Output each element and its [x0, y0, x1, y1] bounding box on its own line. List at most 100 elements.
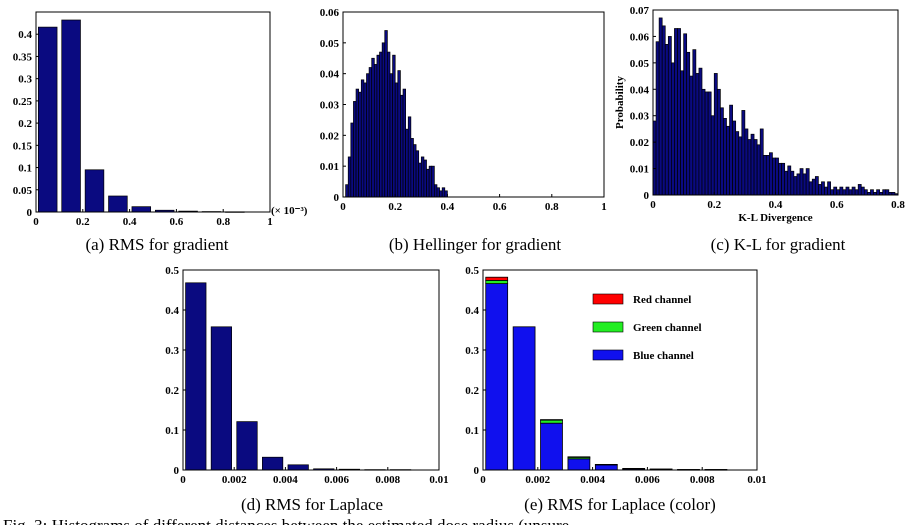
bar-c-75: [882, 189, 887, 196]
bar-b-10: [371, 57, 375, 198]
bar-e-0-2: [540, 422, 563, 471]
bar-b-14: [381, 42, 386, 198]
ytick-label-e-1: 0.1: [465, 425, 479, 437]
bar-c-43: [784, 170, 789, 196]
bar-c-54: [818, 184, 822, 196]
subfigure-caption-a: (a) RMS for gradient: [85, 235, 228, 254]
bar-c-19: [710, 115, 715, 196]
ytick-label-e-2: 0.2: [465, 385, 479, 397]
bar-c-57: [827, 181, 831, 196]
ytick-label-b-4: 0.04: [320, 69, 340, 81]
xtick-label-d-1: 0.002: [222, 474, 247, 486]
xtick-label-e-3: 0.006: [635, 474, 660, 486]
xtick-label-e-4: 0.008: [690, 474, 715, 486]
bar-d-1: [210, 326, 232, 471]
xtick-label-a-1: 0.2: [76, 216, 90, 228]
ytick-label-b-5: 0.05: [320, 38, 340, 50]
bar-c-61: [839, 186, 844, 196]
bar-b-23: [405, 128, 409, 198]
bar-c-17: [704, 91, 709, 196]
ytick-label-a-2: 0.1: [18, 163, 32, 175]
bar-b-30: [423, 159, 427, 198]
bar-b-28: [418, 162, 422, 198]
bar-e-0-3: [567, 458, 591, 471]
ytick-label-c-7: 0.07: [630, 5, 650, 17]
bar-c-25: [729, 104, 733, 196]
bar-e-2-0: [485, 276, 509, 281]
ytick-label-b-1: 0.01: [320, 161, 339, 173]
bar-c-2: [658, 17, 663, 196]
ytick-label-d-4: 0.4: [165, 305, 179, 317]
ytick-label-e-5: 0.5: [465, 265, 479, 277]
bar-b-5: [358, 91, 362, 198]
chart-d: 0 0.002 0.004 0.006 0.008 0.01 0 0.1 0.2 0.3 0.4 0.…: [165, 265, 448, 514]
ytick-label-a-8: 0.4: [18, 29, 32, 41]
chart-b: 0 0.2 0.4 0.6 0.8 1 0 0.01 0.02 0.03 0.04 0.05 0.06 (…: [320, 7, 607, 254]
xtick-label-b-2: 0.4: [441, 201, 455, 213]
legend-label-0: Red channel: [633, 294, 691, 306]
bar-c-26: [732, 120, 737, 196]
bar-b-15: [384, 30, 388, 198]
bar-b-20: [397, 70, 401, 198]
bar-c-28: [738, 136, 743, 196]
bar-e-2-2: [540, 419, 563, 421]
bar-a-2: [84, 169, 105, 213]
bar-b-36: [439, 190, 443, 198]
bar-b-12: [376, 54, 380, 198]
bar-c-22: [720, 107, 724, 196]
bar-b-25: [410, 138, 414, 198]
bar-d-4: [287, 464, 309, 471]
bar-b-8: [366, 73, 370, 198]
bar-b-35: [436, 187, 440, 198]
bar-b-27: [415, 150, 420, 198]
bar-c-55: [821, 181, 825, 196]
xtick-label-b-4: 0.8: [545, 201, 559, 213]
bar-c-33: [753, 139, 758, 196]
xtick-label-a-5: 1: [267, 216, 273, 228]
bar-c-47: [796, 173, 801, 196]
bar-c-45: [790, 170, 795, 196]
bar-b-29: [420, 156, 425, 198]
bar-d-3: [262, 456, 284, 471]
xtick-label-d-0: 0: [180, 474, 186, 486]
x-exponent-label-a: (× 10⁻³): [271, 205, 308, 217]
bar-c-10: [683, 33, 688, 196]
legend-swatch-2: [592, 349, 624, 361]
ytick-label-c-0: 0: [644, 190, 650, 202]
bar-c-40: [775, 157, 779, 196]
xtick-label-b-0: 0: [340, 201, 346, 213]
bar-c-13: [692, 49, 697, 196]
bar-b-0: [345, 184, 349, 198]
ytick-label-a-6: 0.3: [18, 74, 32, 86]
bar-c-37: [765, 155, 770, 196]
bar-c-44: [787, 165, 792, 196]
bar-b-21: [400, 94, 404, 198]
bar-a-1: [61, 19, 81, 213]
bar-e-1-4: [594, 463, 618, 466]
ytick-label-c-6: 0.06: [630, 31, 650, 43]
bar-c-36: [762, 155, 767, 196]
legend-label-1: Green channel: [633, 322, 702, 334]
bar-b-13: [379, 51, 383, 198]
bar-b-11: [373, 64, 378, 198]
bar-c-6: [671, 62, 675, 196]
chart-c: 0 0.2 0.4 0.6 0.8 0 0.01 0.02 0.03 0.04 0.05 0.06 0.…: [614, 5, 905, 254]
bar-c-41: [778, 162, 782, 196]
bar-b-19: [394, 82, 399, 198]
bar-c-51: [808, 181, 813, 196]
bar-b-2: [350, 122, 354, 198]
legend-label-2: Blue channel: [633, 350, 694, 362]
xtick-label-d-4: 0.008: [375, 474, 400, 486]
ytick-label-b-2: 0.02: [320, 130, 340, 142]
bar-c-35: [759, 128, 764, 196]
bar-c-24: [726, 125, 730, 196]
ytick-label-b-6: 0.06: [320, 7, 340, 19]
bar-c-4: [664, 44, 669, 196]
bar-b-31: [426, 168, 430, 198]
bar-c-38: [769, 152, 773, 196]
bar-c-64: [848, 189, 853, 196]
bar-c-9: [680, 70, 684, 196]
ytick-label-a-1: 0.05: [13, 185, 33, 197]
bar-b-9: [368, 67, 373, 198]
ytick-label-b-3: 0.03: [320, 100, 340, 112]
